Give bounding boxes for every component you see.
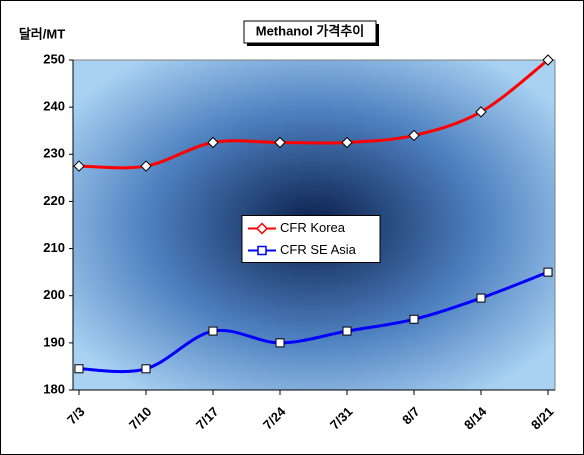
y-tick-label: 210 <box>43 240 65 255</box>
data-point <box>141 364 151 374</box>
y-tick-label: 250 <box>43 51 65 66</box>
data-point <box>274 136 286 149</box>
data-point <box>275 338 285 348</box>
series-line <box>78 270 549 374</box>
legend-label: CFR Korea <box>280 220 346 235</box>
data-point <box>475 106 487 118</box>
y-tick-label: 240 <box>43 99 65 114</box>
data-point <box>543 267 553 277</box>
data-point <box>208 326 218 336</box>
data-point <box>342 326 352 336</box>
legend-marker <box>257 245 267 256</box>
data-point <box>341 136 353 149</box>
legend-marker <box>255 222 269 235</box>
y-tick-label: 180 <box>43 381 65 396</box>
y-tick-label: 230 <box>43 146 65 161</box>
y-tick-label: 200 <box>43 287 65 302</box>
legend-label: CFR SE Asia <box>280 242 357 257</box>
y-tick-label: 190 <box>43 334 65 349</box>
y-axis-label: 달러/MT <box>19 26 65 41</box>
data-point <box>140 160 152 172</box>
data-point <box>73 160 85 172</box>
data-point <box>408 129 420 142</box>
title-box <box>243 20 377 44</box>
data-point <box>74 364 84 374</box>
y-tick-label: 220 <box>43 193 65 208</box>
chart-title: Methanol 가격추이 <box>256 23 365 38</box>
data-point <box>207 136 219 149</box>
data-point <box>476 293 486 303</box>
data-point <box>409 314 419 324</box>
data-point <box>542 54 554 66</box>
